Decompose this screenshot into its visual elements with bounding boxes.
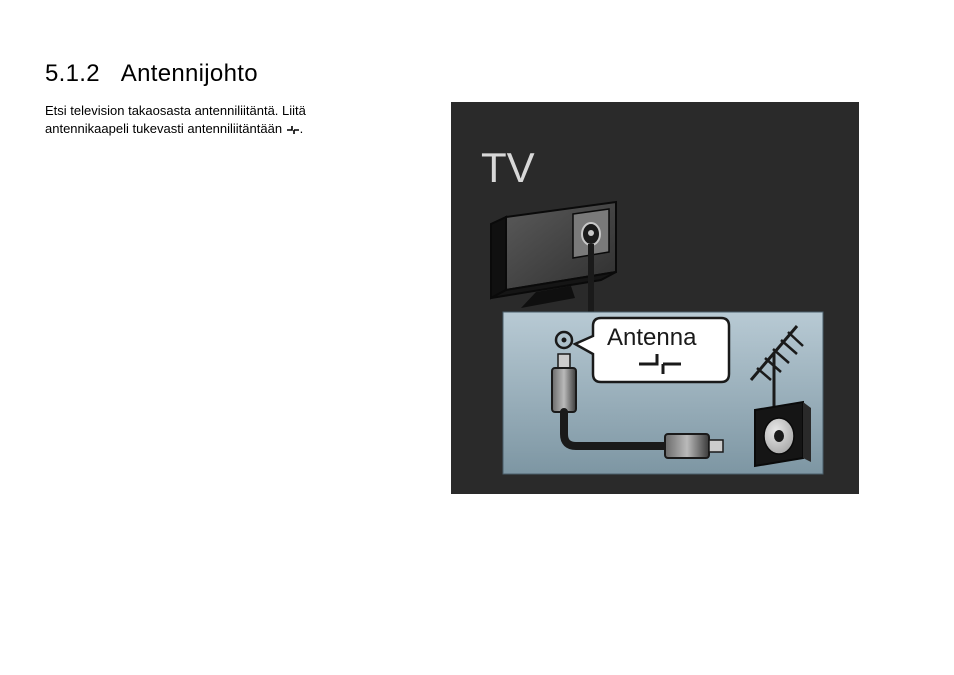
connection-diagram: TV — [451, 102, 859, 494]
section-heading: 5.1.2 Antennijohto — [45, 60, 909, 88]
antenna-callout: Antenna — [575, 318, 729, 382]
body-line1: Etsi television takaosasta antenniliitän… — [45, 103, 306, 118]
section-number: 5.1.2 — [45, 60, 100, 87]
section-title: Antennijohto — [121, 60, 258, 87]
antenna-icon — [286, 125, 300, 135]
body-text: Etsi television takaosasta antenniliitän… — [45, 102, 415, 494]
tv-device — [491, 202, 616, 308]
body-line2-pre: antennikaapeli tukevasti antenniliitäntä… — [45, 121, 286, 136]
body-line2-post: . — [300, 121, 304, 136]
callout-label: Antenna — [607, 324, 697, 351]
tv-label: TV — [481, 144, 535, 191]
wall-socket — [755, 402, 811, 466]
